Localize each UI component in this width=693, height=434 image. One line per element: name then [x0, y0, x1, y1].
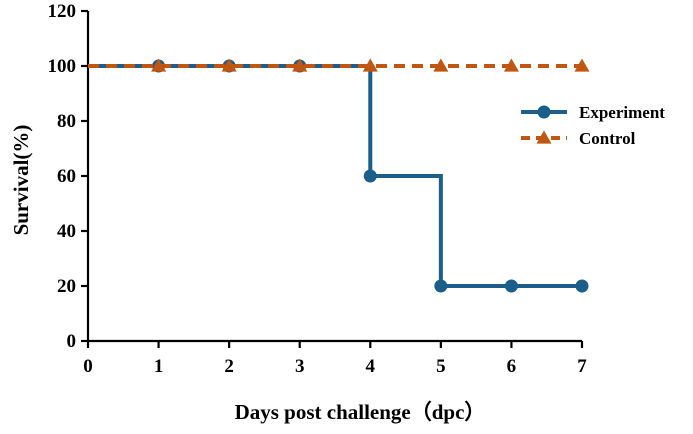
- y-tick-label: 100: [48, 56, 77, 77]
- legend-label: Control: [579, 129, 636, 148]
- x-tick-label: 7: [577, 356, 587, 377]
- y-tick-label: 120: [48, 1, 77, 22]
- x-tick-label: 6: [507, 356, 517, 377]
- data-point-control: [503, 58, 519, 72]
- legend-item-control: Control: [521, 129, 636, 148]
- data-point-control: [362, 58, 378, 72]
- data-point-experiment: [575, 279, 589, 293]
- legend-marker: [536, 130, 552, 144]
- x-tick-label: 4: [366, 356, 376, 377]
- data-point-experiment: [504, 279, 518, 293]
- data-point-control: [292, 58, 308, 72]
- data-point-experiment: [434, 279, 448, 293]
- legend-marker: [537, 105, 551, 119]
- y-axis-title: Survival(%): [9, 125, 33, 236]
- data-point-experiment: [363, 169, 377, 183]
- data-point-control: [574, 58, 590, 72]
- data-point-control: [433, 58, 449, 72]
- data-point-control: [221, 58, 237, 72]
- legend-label: Experiment: [579, 103, 665, 122]
- y-tick-label: 20: [57, 276, 76, 297]
- legend-item-experiment: Experiment: [521, 103, 665, 122]
- y-tick-label: 40: [57, 221, 76, 242]
- series-experiment: [88, 59, 589, 293]
- x-tick-label: 5: [436, 356, 446, 377]
- series-line-experiment: [88, 64, 582, 288]
- x-tick-label: 1: [154, 356, 164, 377]
- series-layer: [88, 58, 590, 293]
- x-tick-label: 3: [295, 356, 305, 377]
- y-tick-label: 0: [67, 331, 77, 352]
- x-tick-label: 2: [224, 356, 234, 377]
- y-tick-label: 60: [57, 166, 76, 187]
- legend: Experiment Control: [521, 103, 665, 148]
- axes: 0 20 40 60 80 100 120 0 1 2 3 4 5 6 7: [48, 1, 588, 377]
- x-tick-label: 0: [83, 356, 93, 377]
- y-tick-label: 80: [57, 111, 76, 132]
- x-axis-title: Days post challenge（dpc）: [235, 400, 486, 424]
- data-point-control: [151, 58, 167, 72]
- series-control: [88, 58, 590, 72]
